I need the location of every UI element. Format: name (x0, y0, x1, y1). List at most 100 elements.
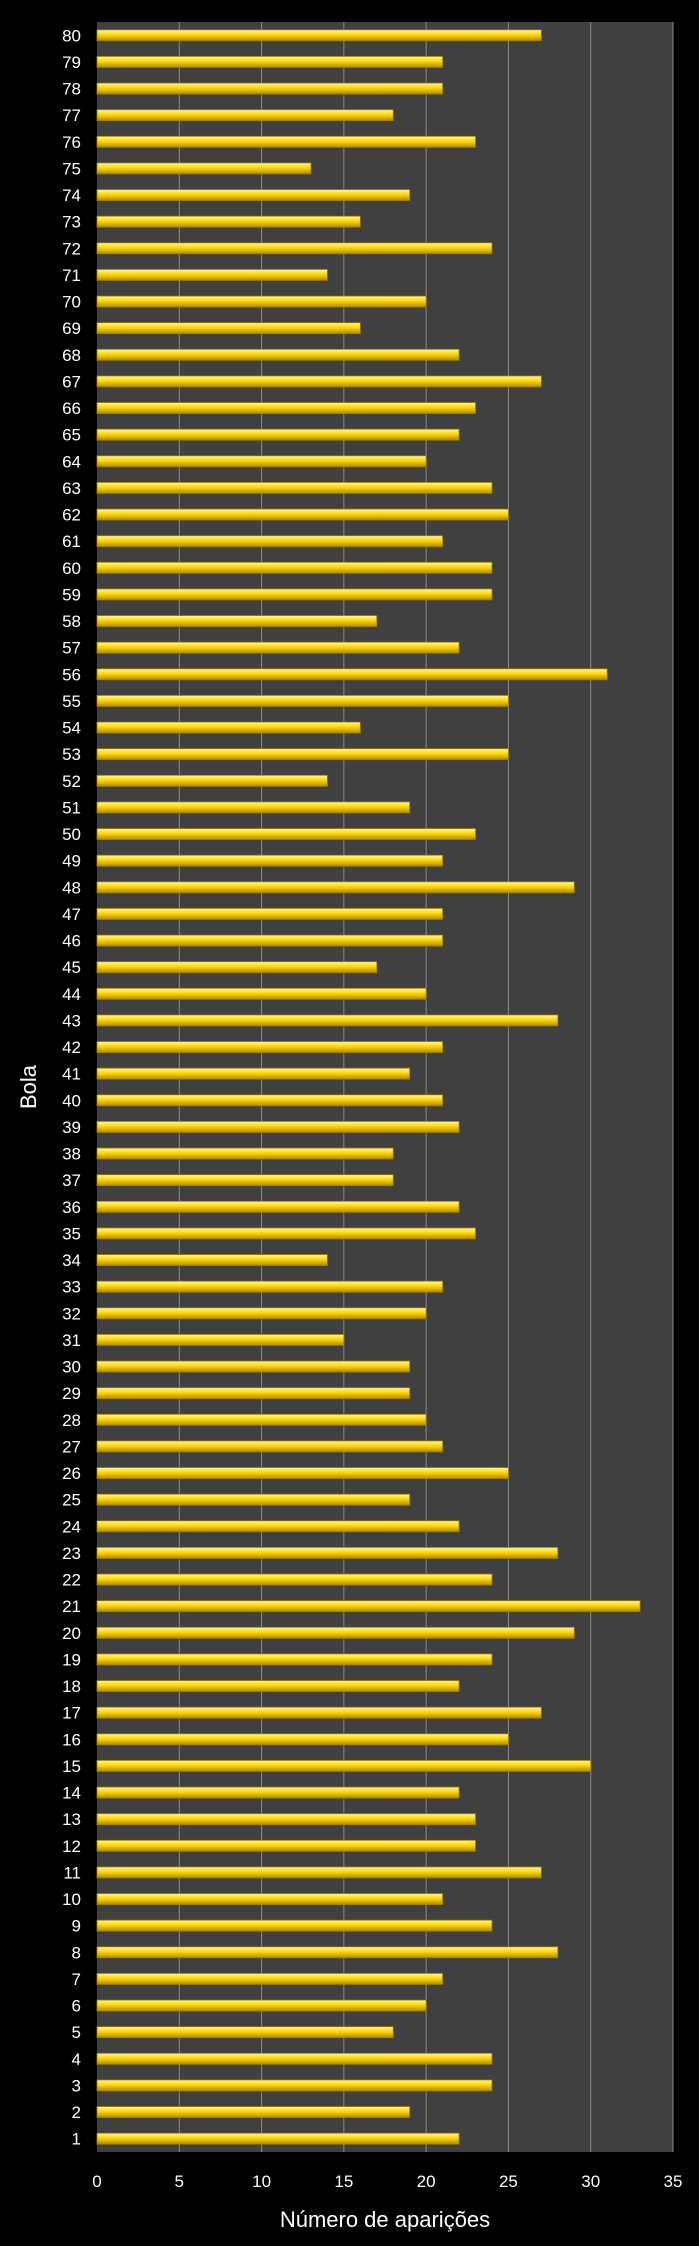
y-tick-label-41: 41 (62, 1065, 81, 1084)
bar-56 (96, 668, 608, 681)
bar-27 (96, 1440, 444, 1453)
bar-13 (96, 1813, 476, 1826)
y-tick-label-32: 32 (62, 1304, 81, 1323)
bar-15 (96, 1760, 592, 1772)
bar-30 (96, 1360, 411, 1373)
bar-9 (96, 1919, 493, 1932)
y-tick-label-60: 60 (62, 559, 81, 578)
bar-19 (96, 1653, 493, 1666)
y-tick-label-79: 79 (62, 53, 81, 72)
y-tick-labels: 1234567891011121314151617181920212223242… (62, 26, 81, 2148)
bar-38 (96, 1147, 394, 1160)
y-tick-label-66: 66 (62, 399, 81, 418)
bar-51 (96, 801, 411, 814)
y-tick-label-15: 15 (62, 1757, 81, 1776)
bar-49 (96, 854, 444, 867)
y-tick-label-35: 35 (62, 1224, 81, 1243)
bar-4 (96, 2052, 493, 2065)
bar-57 (96, 641, 460, 654)
y-tick-label-34: 34 (62, 1251, 81, 1270)
bar-64 (96, 455, 427, 468)
bar-72 (96, 242, 493, 255)
y-tick-label-77: 77 (62, 106, 81, 125)
bar-46 (96, 934, 444, 947)
bar-2 (96, 2106, 411, 2118)
plot-area (97, 22, 673, 2152)
bar-29 (96, 1387, 411, 1400)
y-tick-label-64: 64 (62, 452, 81, 471)
y-tick-label-43: 43 (62, 1011, 81, 1030)
bar-33 (96, 1280, 444, 1293)
y-tick-label-38: 38 (62, 1145, 81, 1164)
bar-65 (96, 428, 460, 441)
y-tick-label-36: 36 (62, 1198, 81, 1217)
bar-44 (96, 987, 427, 1000)
bar-75 (96, 162, 312, 175)
y-tick-label-2: 2 (72, 2103, 81, 2122)
x-tick-label-35: 35 (664, 2172, 683, 2191)
y-tick-label-51: 51 (62, 798, 81, 817)
x-tick-labels: 0 5 10 15 20 25 30 35 (92, 2172, 682, 2191)
x-tick-label-5: 5 (175, 2172, 184, 2191)
y-tick-label-42: 42 (62, 1038, 81, 1057)
bar-50 (96, 828, 476, 840)
y-tick-label-45: 45 (62, 958, 81, 977)
bar-17 (96, 1706, 542, 1719)
y-tick-label-67: 67 (62, 372, 81, 391)
y-tick-label-30: 30 (62, 1358, 81, 1377)
bar-40 (96, 1094, 444, 1107)
y-tick-label-63: 63 (62, 479, 81, 498)
y-tick-label-57: 57 (62, 639, 81, 658)
y-tick-label-76: 76 (62, 133, 81, 152)
y-tick-label-49: 49 (62, 852, 81, 871)
x-tick-label-0: 0 (92, 2172, 101, 2191)
y-tick-label-54: 54 (62, 719, 81, 738)
y-tick-label-14: 14 (62, 1784, 81, 1803)
y-tick-label-48: 48 (62, 878, 81, 897)
y-tick-label-37: 37 (62, 1171, 81, 1190)
y-tick-label-61: 61 (62, 532, 81, 551)
bar-71 (96, 269, 328, 281)
x-tick-label-15: 15 (334, 2172, 353, 2191)
y-tick-label-40: 40 (62, 1091, 81, 1110)
bar-31 (96, 1334, 345, 1346)
bar-45 (96, 961, 378, 974)
y-tick-label-47: 47 (62, 905, 81, 924)
y-tick-label-44: 44 (62, 985, 81, 1004)
bar-67 (96, 375, 542, 388)
y-tick-label-31: 31 (62, 1331, 81, 1350)
bar-77 (96, 109, 394, 122)
bar-73 (96, 215, 361, 228)
bar-58 (96, 615, 378, 627)
bar-80 (96, 29, 542, 42)
y-tick-label-12: 12 (62, 1837, 81, 1856)
bar-1 (96, 2132, 460, 2145)
bar-60 (96, 561, 493, 574)
bar-22 (96, 1573, 493, 1586)
y-tick-label-8: 8 (72, 1943, 81, 1962)
bar-68 (96, 348, 460, 361)
bar-6 (96, 1999, 427, 2012)
bar-41 (96, 1067, 411, 1080)
bar-28 (96, 1413, 427, 1426)
y-tick-label-46: 46 (62, 932, 81, 951)
bar-36 (96, 1200, 460, 1213)
y-tick-label-25: 25 (62, 1491, 81, 1510)
bar-76 (96, 135, 476, 148)
y-tick-label-16: 16 (62, 1730, 81, 1749)
y-tick-label-29: 29 (62, 1384, 81, 1403)
y-tick-label-5: 5 (72, 2023, 81, 2042)
y-tick-label-74: 74 (62, 186, 81, 205)
bar-48 (96, 881, 575, 894)
bar-26 (96, 1467, 509, 1479)
y-tick-label-24: 24 (62, 1517, 81, 1536)
bar-69 (96, 322, 361, 335)
y-tick-label-13: 13 (62, 1810, 81, 1829)
y-tick-label-26: 26 (62, 1464, 81, 1483)
y-tick-label-75: 75 (62, 159, 81, 178)
bar-79 (96, 56, 444, 68)
bar-61 (96, 535, 444, 548)
y-tick-label-33: 33 (62, 1278, 81, 1297)
bar-8 (96, 1946, 559, 1959)
